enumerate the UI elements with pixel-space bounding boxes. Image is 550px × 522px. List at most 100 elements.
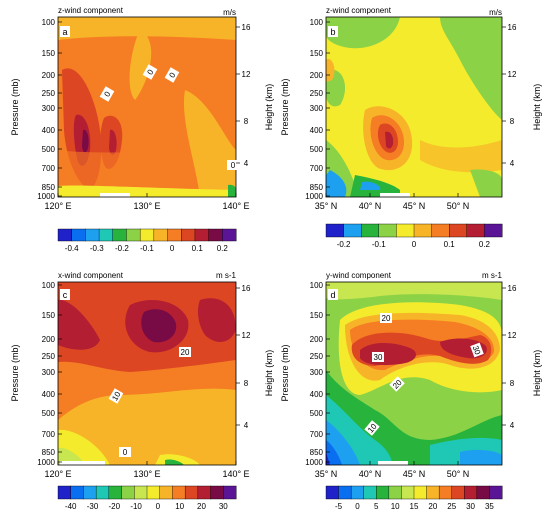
- contour-label-text: 30: [471, 344, 483, 356]
- contour-label-box: [119, 447, 131, 457]
- colorbar-swatch: [396, 223, 415, 238]
- colorbar-label: -10: [130, 502, 142, 511]
- y-tick-label: 250: [310, 352, 324, 361]
- y-tick-label: 700: [42, 164, 56, 173]
- colorbar-swatch: [57, 485, 72, 500]
- panel-d-ylabel-right: Height (km): [532, 350, 542, 397]
- panel-b-units: m/s: [489, 8, 502, 17]
- field-region: [326, 440, 342, 465]
- panel-b-colorbar: -0.2 -0.1 0 0.1 0.2: [325, 223, 503, 249]
- contour-label-box: [380, 313, 392, 323]
- x-tick-label: 50° N: [447, 201, 470, 211]
- panel-a-y2ticks: 16 12 8 4: [236, 23, 251, 168]
- contour-label: 0: [164, 67, 180, 83]
- colorbar-swatch: [210, 485, 224, 500]
- contour-label-box: [372, 352, 384, 362]
- colorbar-label: -40: [65, 502, 77, 511]
- y2-tick-label: 8: [244, 117, 249, 126]
- y2-tick-label: 4: [244, 421, 249, 430]
- y-tick-label: 200: [310, 335, 324, 344]
- panel-a-label-box: [60, 26, 70, 37]
- y-tick-label: 100: [42, 281, 56, 290]
- y-tick-label: 1000: [37, 458, 55, 467]
- y-tick-label: 850: [42, 183, 56, 192]
- colorbar-label: 15: [410, 502, 419, 511]
- contour-label-box: [470, 342, 484, 358]
- y2-tick-label: 8: [510, 379, 515, 388]
- field-region: [326, 170, 347, 197]
- contour-label-box: [389, 376, 405, 392]
- colorbar-swatch: [343, 223, 362, 238]
- y-tick-label: 200: [42, 335, 56, 344]
- panel-d-y2ticks: 16 12 8 4: [502, 284, 517, 430]
- y-tick-label: 500: [310, 145, 324, 154]
- y2-tick-label: 4: [244, 159, 249, 168]
- panel-c-title: x-wind component: [58, 271, 124, 280]
- colorbar-swatch: [121, 485, 135, 500]
- field-region: [460, 449, 502, 465]
- panel-a-colorbar: -0.4 -0.3 -0.2 -0.1 0 0.1 0.2: [57, 228, 237, 253]
- colorbar-swatch: [95, 485, 110, 500]
- contour-label: 20: [380, 313, 392, 323]
- colorbar-label: 0.1: [192, 244, 204, 253]
- colorbar-swatch: [222, 228, 237, 242]
- contour-label-text: 0: [102, 90, 112, 99]
- colorbar-swatch: [112, 228, 127, 242]
- y-tick-label: 500: [42, 409, 56, 418]
- colorbar-swatch: [431, 223, 450, 238]
- colorbar-label: 0: [170, 244, 175, 253]
- panel-c-label-box: [60, 289, 70, 300]
- field-region: [58, 299, 100, 350]
- y-tick-label: 400: [310, 390, 324, 399]
- field-region: [420, 140, 502, 173]
- y2-tick-label: 8: [510, 117, 515, 126]
- panel-c-y2ticks: 16 12 8 4: [236, 284, 251, 430]
- y-tick-label: 1000: [37, 192, 55, 201]
- x-tick-label: 45° N: [403, 469, 426, 479]
- y-tick-label: 850: [310, 448, 324, 457]
- y-tick-label: 1000: [305, 192, 323, 201]
- colorbar-swatch: [464, 485, 478, 500]
- colorbar-swatch: [85, 228, 100, 242]
- contour-label-box: [364, 420, 380, 436]
- y-tick-label: 100: [310, 18, 324, 27]
- colorbar-swatch: [363, 485, 377, 500]
- x-tick-label: 130° E: [133, 469, 160, 479]
- colorbar-swatch: [361, 223, 380, 238]
- panel-d-title: y-wind component: [326, 271, 392, 280]
- field-region: [440, 17, 502, 120]
- colorbar-swatch: [71, 228, 86, 242]
- colorbar-swatch: [159, 485, 173, 500]
- panel-c-ylabel-right: Height (km): [264, 350, 274, 397]
- field-region: [58, 447, 85, 465]
- contour-label: 30: [470, 342, 484, 358]
- colorbar-swatch: [388, 485, 402, 500]
- colorbar-swatch: [476, 485, 490, 500]
- field-region: [58, 150, 236, 197]
- field-region: [109, 129, 117, 156]
- x-tick-label: 130° E: [133, 201, 160, 211]
- field-region: [470, 169, 502, 197]
- colorbar-swatch: [413, 223, 433, 238]
- y2-tick-label: 12: [242, 70, 251, 79]
- panel-b-label-box: [328, 26, 338, 37]
- colorbar-swatch: [172, 485, 186, 500]
- y-tick-label: 150: [310, 311, 324, 320]
- field-region: [141, 309, 177, 343]
- y-tick-label: 100: [310, 281, 324, 290]
- y2-tick-label: 4: [510, 421, 515, 430]
- x-tick-label: 45° N: [403, 201, 426, 211]
- colorbar-swatch: [70, 485, 84, 500]
- colorbar-label: 25: [447, 502, 456, 511]
- panel-c-field: [58, 282, 236, 465]
- y-tick-label: 850: [42, 448, 56, 457]
- panel-c-ylabel: Pressure (mb): [10, 344, 20, 401]
- field-region: [183, 90, 236, 197]
- y-tick-label: 200: [42, 71, 56, 80]
- colorbar-swatch: [208, 228, 223, 242]
- panel-b-y2ticks: 16 12 8 4: [502, 23, 517, 168]
